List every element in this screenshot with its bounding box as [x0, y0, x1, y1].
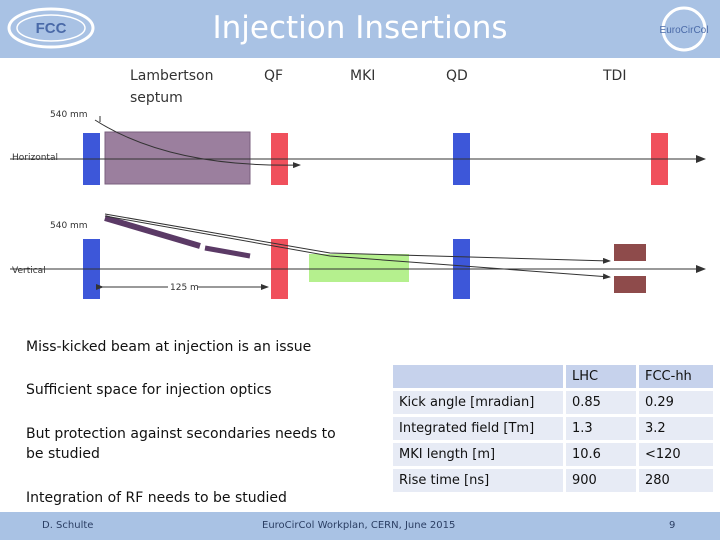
table-header-row: LHC FCC-hh	[393, 365, 713, 388]
table-cell-lhc: 900	[566, 469, 636, 492]
table-cell-lhc: 10.6	[566, 443, 636, 466]
footer-author: D. Schulte	[42, 520, 94, 531]
bullet-protection: But protection against secondaries needs…	[26, 426, 336, 462]
table-header-fcchh: FCC-hh	[639, 365, 713, 388]
label-length: 125 m	[170, 283, 199, 293]
fcc-logo-text: FCC	[36, 20, 67, 37]
septum-horizontal	[104, 131, 251, 185]
table-header-cell	[393, 365, 563, 388]
label-dist-horizontal: 540 mm	[50, 110, 88, 120]
table-cell-lhc: 0.85	[566, 391, 636, 414]
table-cell-fcchh: 3.2	[639, 417, 713, 440]
bullet-rf: Integration of RF needs to be studied	[26, 490, 287, 506]
eurocircol-logo: EuroCirCol	[660, 6, 709, 52]
tdi-upper-jaw	[614, 244, 646, 261]
table-cell-param: Rise time [ns]	[393, 469, 563, 492]
fcc-logo: FCC	[7, 7, 95, 49]
table-cell-param: Kick angle [mradian]	[393, 391, 563, 414]
bullet-space: Sufficient space for injection optics	[26, 382, 272, 398]
table-row: MKI length [m] 10.6 <120	[393, 443, 713, 466]
injection-diagram: Lambertson septum QF MKI QD TDI 540 mm H…	[10, 68, 706, 299]
slide-title: Injection Insertions	[212, 10, 508, 46]
table-row: Integrated field [Tm] 1.3 3.2	[393, 417, 713, 440]
footer-page-number: 9	[669, 520, 676, 531]
table-row: Kick angle [mradian] 0.85 0.29	[393, 391, 713, 414]
slide-header	[0, 0, 720, 58]
table-cell-param: MKI length [m]	[393, 443, 563, 466]
table-cell-fcchh: <120	[639, 443, 713, 466]
label-dist-vertical: 540 mm	[50, 221, 88, 231]
table-cell-lhc: 1.3	[566, 417, 636, 440]
table-cell-fcchh: 0.29	[639, 391, 713, 414]
table-cell-fcchh: 280	[639, 469, 713, 492]
footer-event: EuroCirCol Workplan, CERN, June 2015	[262, 520, 456, 531]
label-mki: MKI	[350, 68, 375, 84]
label-qd: QD	[446, 68, 468, 84]
label-horizontal: Horizontal	[12, 153, 58, 163]
eurocircol-logo-text: EuroCirCol	[660, 25, 709, 36]
table-row: Rise time [ns] 900 280	[393, 469, 713, 492]
tdi-lower-jaw	[614, 276, 646, 293]
label-septum: septum	[130, 90, 183, 106]
label-qf: QF	[264, 68, 283, 84]
label-tdi: TDI	[602, 68, 626, 84]
slide-footer	[0, 512, 720, 540]
label-vertical: Vertical	[12, 266, 46, 276]
label-lambertson: Lambertson	[130, 68, 214, 84]
table-header-lhc: LHC	[566, 365, 636, 388]
table-cell-param: Integrated field [Tm]	[393, 417, 563, 440]
parameters-table: LHC FCC-hh Kick angle [mradian] 0.85 0.2…	[390, 362, 716, 495]
bullet-miss-kicked: Miss-kicked beam at injection is an issu…	[26, 339, 312, 355]
